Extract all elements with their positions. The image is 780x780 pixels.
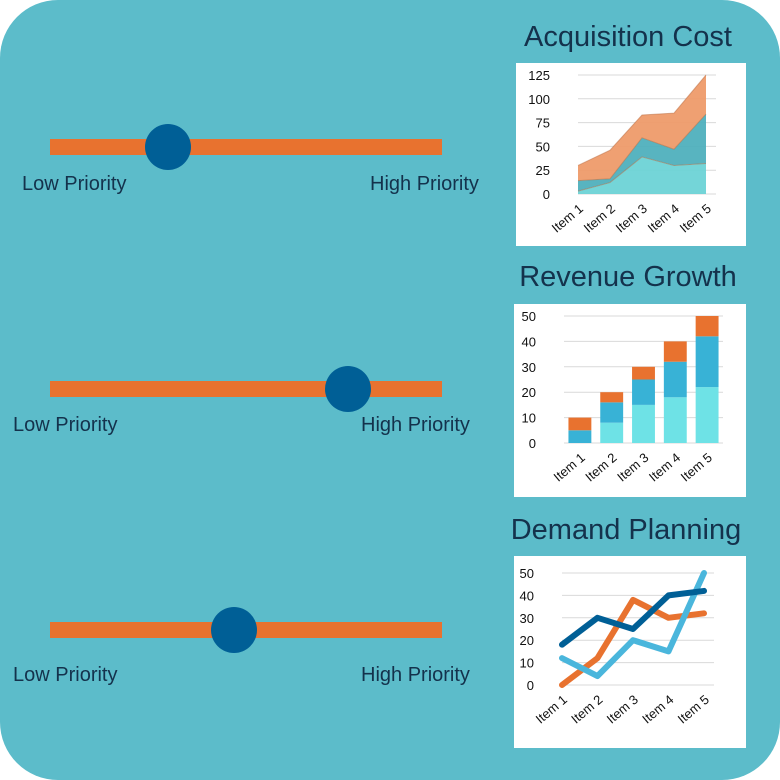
y-tick-label: 50 xyxy=(520,566,534,581)
y-tick-label: 40 xyxy=(520,588,534,603)
bar-segment xyxy=(600,402,624,423)
chart-title-demand-planning: Demand Planning xyxy=(510,514,742,546)
x-tick-label: Item 3 xyxy=(614,450,651,485)
x-tick-label: Item 5 xyxy=(675,692,712,727)
y-tick-label: 100 xyxy=(528,92,550,107)
slider-3-high-label: High Priority xyxy=(361,664,470,686)
area-outline xyxy=(577,74,707,166)
y-tick-label: 30 xyxy=(522,360,536,375)
bar-segment xyxy=(600,422,624,443)
bar-segment xyxy=(568,430,592,443)
x-tick-label: Item 3 xyxy=(604,692,641,727)
slider-2-low-label: Low Priority xyxy=(13,414,118,436)
y-tick-label: 125 xyxy=(528,68,550,83)
bar-segment xyxy=(632,379,655,405)
priority-slider-knob-2[interactable] xyxy=(324,366,371,412)
y-tick-label: 0 xyxy=(529,436,536,451)
bar-segment xyxy=(568,417,592,431)
y-tick-label: 75 xyxy=(536,116,550,131)
x-tick-label: Item 5 xyxy=(677,201,714,236)
slider-3-low-label: Low Priority xyxy=(13,664,118,686)
line-series-3 xyxy=(559,587,707,648)
area-series-1 xyxy=(578,156,706,194)
x-tick-label: Item 3 xyxy=(613,201,650,236)
slider-2-high-label: High Priority xyxy=(361,414,470,436)
x-tick-label: Item 1 xyxy=(551,450,588,485)
area-series-2 xyxy=(578,114,706,192)
acquisition-cost-chart: 0 25 50 75 100 125 Item 1 Item 2 Item 3 Item 4 Ite… xyxy=(516,63,746,246)
priority-slider-knob-3[interactable] xyxy=(211,607,258,653)
bar-segment xyxy=(663,341,687,362)
y-tick-label: 30 xyxy=(520,611,534,626)
priority-slider-knob-1[interactable] xyxy=(144,124,191,170)
chart-title-revenue-growth: Revenue Growth xyxy=(519,261,737,293)
bar-segment xyxy=(663,361,687,398)
slider-1-low-label: Low Priority xyxy=(22,173,127,195)
y-tick-label: 25 xyxy=(536,163,550,178)
bar-segment xyxy=(663,397,687,443)
bar-segment xyxy=(695,336,719,388)
area-series-3 xyxy=(578,75,706,181)
x-tick-label: Item 2 xyxy=(582,450,619,485)
y-tick-label: 0 xyxy=(527,678,534,693)
x-tick-label: Item 1 xyxy=(533,692,570,727)
priority-slider-track-1[interactable] xyxy=(50,139,442,155)
x-tick-label: Item 1 xyxy=(549,201,586,236)
x-tick-label: Item 5 xyxy=(678,450,715,485)
y-tick-label: 40 xyxy=(522,334,536,349)
y-tick-label: 50 xyxy=(522,309,536,324)
y-tick-label: 20 xyxy=(522,385,536,400)
bar-segment xyxy=(600,392,624,403)
x-tick-label: Item 2 xyxy=(581,201,618,236)
priority-slider-track-2[interactable] xyxy=(50,381,442,397)
bar-segment xyxy=(695,316,719,337)
y-tick-label: 10 xyxy=(522,411,536,426)
x-tick-label: Item 4 xyxy=(639,692,676,727)
bar-segment xyxy=(695,387,719,443)
y-tick-label: 20 xyxy=(520,633,534,648)
bar-segment xyxy=(632,366,655,380)
x-tick-label: Item 4 xyxy=(646,450,683,485)
x-tick-label: Item 2 xyxy=(568,692,605,727)
area-outline xyxy=(577,113,707,182)
area-outline xyxy=(577,156,707,192)
x-tick-label: Item 4 xyxy=(645,201,682,236)
revenue-growth-chart: 0 10 20 30 40 50 Item 1 Item 2 Item 3 Item 4 Item … xyxy=(514,304,746,497)
bar-segment xyxy=(632,404,655,443)
y-tick-label: 50 xyxy=(536,139,550,154)
y-tick-label: 10 xyxy=(520,656,534,671)
demand-planning-chart: 0 10 20 30 40 50 Item 1 Item 2 Item 3 Item 4 Item … xyxy=(514,556,746,748)
chart-title-acquisition-cost: Acquisition Cost xyxy=(524,21,732,53)
line-series-2 xyxy=(559,570,707,680)
slider-1-high-label: High Priority xyxy=(370,173,479,195)
y-tick-label: 0 xyxy=(543,187,550,202)
